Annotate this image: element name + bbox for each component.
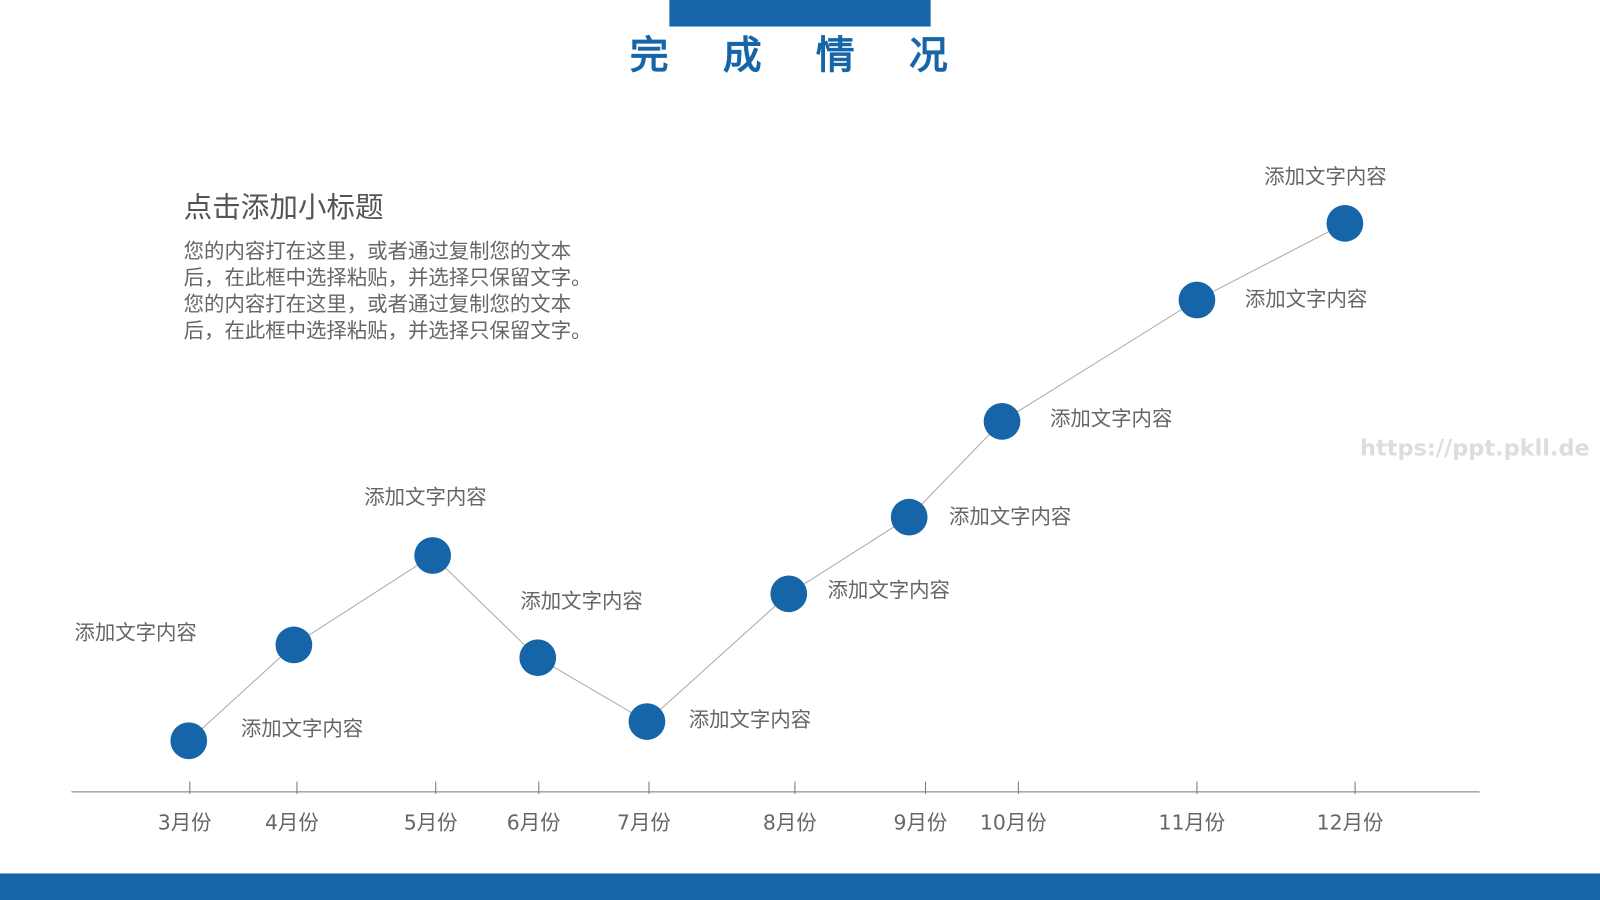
data-point [414, 537, 452, 574]
data-point [628, 703, 666, 740]
data-point [1178, 281, 1216, 319]
x-tick-label: 10月份 [980, 810, 1047, 834]
data-point [770, 575, 808, 613]
point-label: 添加文字内容 [364, 485, 486, 509]
data-point [983, 402, 1021, 440]
data-point [275, 626, 313, 664]
point-label: 添加文字内容 [1264, 165, 1386, 189]
x-tick-label: 9月份 [894, 810, 948, 834]
top-bar [669, 0, 931, 27]
title: 完 成 情 况 [630, 34, 968, 79]
body-text: 您的内容打在这里，或者通过复制您的文本 [184, 292, 571, 316]
point-label: 添加文字内容 [1245, 287, 1367, 311]
data-point [1326, 204, 1364, 242]
body-text: 您的内容打在这里，或者通过复制您的文本 [184, 239, 571, 263]
data-point [519, 639, 557, 677]
point-label: 添加文字内容 [949, 504, 1071, 528]
x-tick-label: 7月份 [617, 810, 671, 834]
data-point [170, 722, 208, 760]
subtitle: 点击添加小标题 [184, 190, 384, 224]
x-tick-label: 4月份 [265, 810, 319, 834]
x-tick-label: 11月份 [1158, 810, 1225, 834]
body-text: 后，在此框中选择粘贴，并选择只保留文字。 [184, 319, 592, 343]
x-tick-label: 5月份 [404, 810, 458, 834]
point-label: 添加文字内容 [74, 621, 196, 645]
point-label: 添加文字内容 [241, 717, 363, 741]
x-tick-label: 6月份 [507, 810, 561, 834]
x-tick-label: 12月份 [1317, 810, 1384, 834]
watermark: https://ppt.pkll.de [1360, 435, 1590, 461]
point-label: 添加文字内容 [520, 589, 642, 613]
point-label: 添加文字内容 [689, 707, 811, 731]
x-tick-label: 8月份 [763, 810, 817, 834]
body-text: 后，在此框中选择粘贴，并选择只保留文字。 [184, 266, 592, 290]
bottom-bar [0, 873, 1600, 900]
point-label: 添加文字内容 [1050, 406, 1172, 430]
line [188, 222, 1346, 742]
x-tick-label: 3月份 [158, 810, 212, 834]
point-label: 添加文字内容 [828, 578, 950, 602]
data-point [890, 498, 928, 536]
